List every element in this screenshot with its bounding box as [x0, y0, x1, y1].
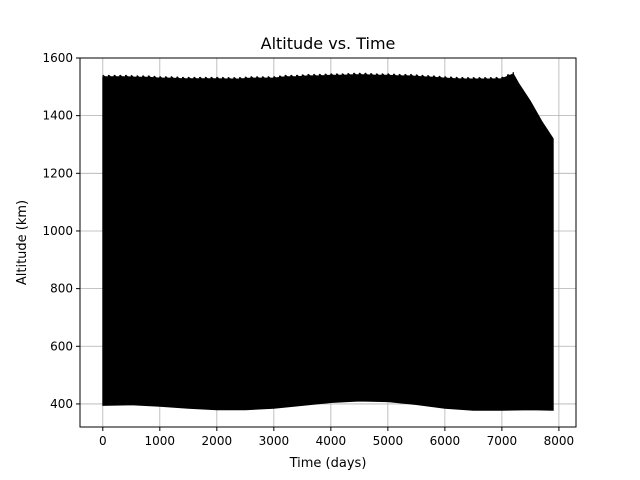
x-tick-label: 7000 — [487, 434, 518, 448]
plot-frame — [79, 57, 577, 428]
y-tick-label: 1000 — [42, 224, 73, 238]
x-tick-label: 6000 — [430, 434, 461, 448]
y-tick-label: 1400 — [42, 109, 73, 123]
x-tick-label: 0 — [99, 434, 107, 448]
y-tick-label: 1200 — [42, 166, 73, 180]
y-tick-label: 600 — [50, 339, 73, 353]
x-tick-label: 1000 — [145, 434, 176, 448]
y-tick-label: 1600 — [42, 51, 73, 65]
y-axis-ticks: 400 600 800 1000 1200 1400 1600 — [42, 51, 80, 411]
x-axis-ticks: 0 1000 2000 3000 4000 5000 6000 7000 8000 — [99, 427, 574, 448]
x-tick-label: 5000 — [373, 434, 404, 448]
x-tick-label: 4000 — [316, 434, 347, 448]
altitude-peaks — [102, 72, 514, 84]
data-series — [102, 72, 554, 411]
y-tick-label: 800 — [50, 282, 73, 296]
x-axis-label: Time (days) — [289, 456, 367, 471]
y-tick-label: 400 — [50, 397, 73, 411]
altitude-band — [102, 73, 554, 411]
x-tick-label: 3000 — [259, 434, 290, 448]
y-axis-label: Altitude (km) — [15, 200, 30, 285]
x-tick-label: 2000 — [202, 434, 233, 448]
x-tick-label: 8000 — [544, 434, 575, 448]
chart-title: Altitude vs. Time — [261, 34, 396, 53]
